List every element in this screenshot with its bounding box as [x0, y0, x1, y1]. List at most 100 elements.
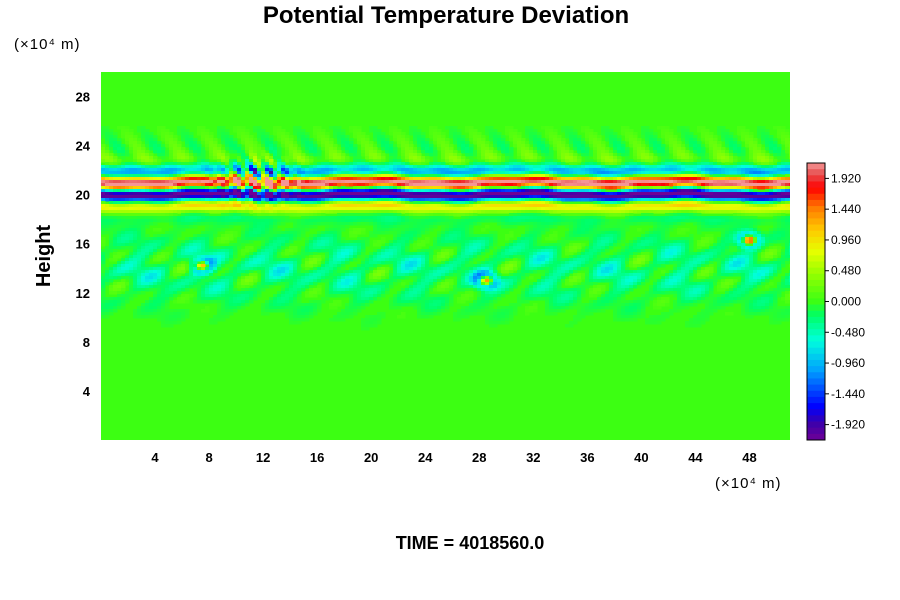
- heatmap-cell: [673, 174, 678, 178]
- heatmap-cell: [437, 129, 442, 133]
- heatmap-cell: [373, 138, 378, 142]
- heatmap-cell: [789, 180, 790, 184]
- heatmap-cell: [545, 192, 550, 196]
- heatmap-cell: [581, 126, 586, 130]
- heatmap-cell: [309, 165, 314, 169]
- heatmap-cell: [549, 201, 554, 205]
- heatmap-cell: [133, 177, 138, 181]
- heatmap-cell: [553, 195, 558, 199]
- heatmap-cell: [229, 144, 234, 148]
- heatmap-cell: [533, 150, 538, 154]
- heatmap-cell: [713, 219, 718, 223]
- heatmap-cell: [521, 138, 526, 142]
- heatmap-cell: [633, 219, 638, 223]
- heatmap-cell: [669, 168, 674, 172]
- heatmap-cell: [101, 147, 106, 151]
- heatmap-cell: [645, 189, 650, 193]
- heatmap-cell: [661, 129, 666, 133]
- heatmap-cell: [693, 198, 698, 202]
- heatmap-cell: [493, 189, 498, 193]
- heatmap-cell: [481, 135, 486, 139]
- heatmap-cell: [769, 207, 774, 211]
- heatmap-cell: [685, 213, 690, 217]
- heatmap-cell: [265, 198, 270, 202]
- heatmap-cell: [473, 177, 478, 181]
- heatmap-cell: [469, 204, 474, 208]
- heatmap-cell: [561, 162, 566, 166]
- heatmap-cell: [145, 162, 150, 166]
- heatmap-cell: [241, 168, 246, 172]
- heatmap-cell: [585, 147, 590, 151]
- heatmap-cell: [145, 201, 150, 205]
- heatmap-cell: [425, 216, 430, 220]
- heatmap-cell: [617, 195, 622, 199]
- heatmap-cell: [629, 207, 634, 211]
- heatmap-cell: [193, 138, 198, 142]
- heatmap-cell: [497, 189, 502, 193]
- heatmap-cell: [501, 147, 506, 151]
- heatmap-cell: [273, 201, 278, 205]
- heatmap-cell: [529, 174, 534, 178]
- heatmap-cell: [225, 177, 230, 181]
- heatmap-cell: [385, 168, 390, 172]
- heatmap-cell: [545, 189, 550, 193]
- heatmap-cell: [457, 192, 462, 196]
- heatmap-cell: [733, 204, 738, 208]
- heatmap-cell: [785, 159, 790, 163]
- heatmap-cell: [257, 168, 262, 172]
- heatmap-cell: [261, 156, 266, 160]
- heatmap-cell: [385, 135, 390, 139]
- heatmap-cell: [277, 192, 282, 196]
- heatmap-cell: [229, 183, 234, 187]
- heatmap-cell: [261, 150, 266, 154]
- heatmap-cell: [669, 204, 674, 208]
- heatmap-cell: [205, 222, 210, 226]
- heatmap-cell: [713, 156, 718, 160]
- heatmap-cell: [765, 198, 770, 202]
- heatmap-cell: [157, 153, 162, 157]
- heatmap-cell: [617, 153, 622, 157]
- heatmap-cell: [173, 165, 178, 169]
- heatmap-cell: [293, 192, 298, 196]
- heatmap-cell: [777, 156, 782, 160]
- heatmap-cell: [265, 207, 270, 211]
- heatmap-cell: [137, 165, 142, 169]
- heatmap-cell: [601, 207, 606, 211]
- heatmap-cell: [785, 129, 790, 133]
- heatmap-cell: [201, 129, 206, 133]
- heatmap-cell: [625, 129, 630, 133]
- heatmap-cell: [649, 207, 654, 211]
- heatmap-cell: [589, 138, 594, 142]
- heatmap-cell: [705, 204, 710, 208]
- heatmap-cell: [169, 198, 174, 202]
- heatmap-cell: [569, 204, 574, 208]
- heatmap-cell: [357, 198, 362, 202]
- heatmap-cell: [721, 147, 726, 151]
- heatmap-cell: [257, 195, 262, 199]
- heatmap-cell: [441, 171, 446, 175]
- heatmap-cell: [109, 186, 114, 190]
- heatmap-cell: [561, 150, 566, 154]
- heatmap-cell: [117, 201, 122, 205]
- heatmap-cell: [709, 216, 714, 220]
- heatmap-cell: [465, 174, 470, 178]
- heatmap-cell: [565, 183, 570, 187]
- heatmap-cell: [189, 168, 194, 172]
- heatmap-cell: [649, 153, 654, 157]
- heatmap-cell: [445, 213, 450, 217]
- heatmap-cell: [717, 207, 722, 211]
- heatmap-cell: [629, 183, 634, 187]
- heatmap-cell: [173, 135, 178, 139]
- heatmap-cell: [605, 162, 610, 166]
- heatmap-cell: [285, 135, 290, 139]
- heatmap-cell: [593, 144, 598, 148]
- heatmap-cell: [529, 198, 534, 202]
- heatmap-cell: [461, 177, 466, 181]
- heatmap-cell: [345, 177, 350, 181]
- heatmap-cell: [701, 129, 706, 133]
- heatmap-cell: [221, 147, 226, 151]
- heatmap-cell: [561, 153, 566, 157]
- heatmap-cell: [321, 210, 326, 214]
- heatmap-cell: [257, 183, 262, 187]
- heatmap-cell: [261, 138, 266, 142]
